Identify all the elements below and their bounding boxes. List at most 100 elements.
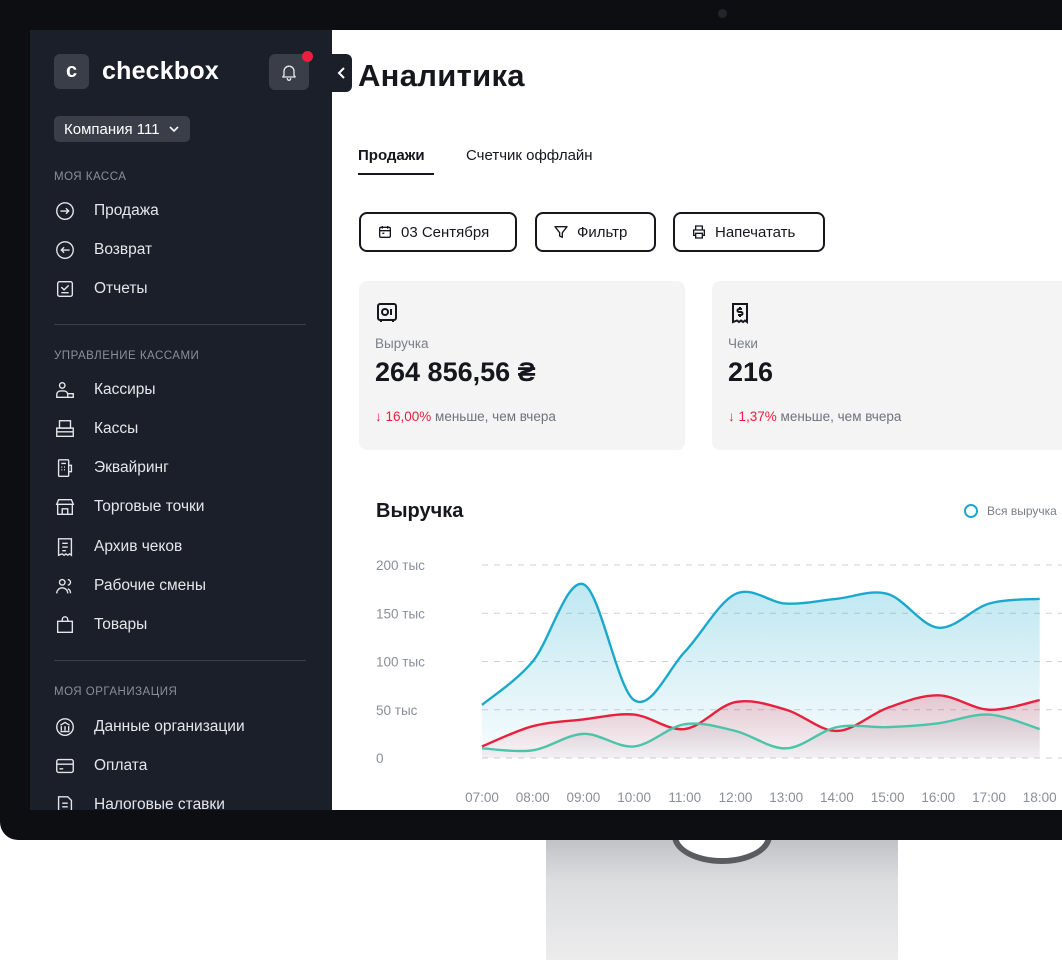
revenue-delta-text: меньше, чем вчера	[431, 409, 556, 424]
notification-badge	[302, 51, 313, 62]
sidebar-item-label: Налоговые ставки	[94, 796, 225, 810]
y-tick-label: 200 тыс	[376, 558, 425, 573]
print-button[interactable]: Напечатать	[673, 212, 825, 252]
sidebar-item-cashiers[interactable]: Кассиры	[54, 377, 156, 403]
y-tick-label: 100 тыс	[376, 655, 425, 670]
revenue-delta: ↓ 16,00% меньше, чем вчера	[375, 409, 556, 424]
revenue-label: Выручка	[375, 336, 429, 351]
sidebar-item-label: Возврат	[94, 241, 153, 258]
webcam	[718, 9, 727, 18]
checks-value: 216	[728, 357, 774, 387]
safe-icon	[375, 301, 399, 330]
chevron-down-icon	[169, 126, 179, 133]
revenue-value: 264 856,56 ₴	[375, 357, 536, 387]
bag-icon	[54, 614, 76, 636]
receipt-icon	[54, 536, 76, 558]
date-label: 03 Сентября	[401, 223, 490, 241]
sidebar-item-label: Эквайринг	[94, 459, 169, 476]
sidebar-item-label: Торговые точки	[94, 498, 205, 515]
sidebar-item-label: Кассы	[94, 420, 139, 437]
sidebar-item-tax[interactable]: Налоговые ставки	[54, 792, 225, 810]
printer-icon	[693, 225, 705, 239]
sidebar-item-org-data[interactable]: Данные организации	[54, 714, 245, 740]
section-title-management: УПРАВЛЕНИЕ КАССАМИ	[54, 350, 200, 362]
cashier-icon	[54, 379, 76, 401]
sidebar-item-return[interactable]: Возврат	[54, 237, 152, 263]
filter-button[interactable]: Фильтр	[535, 212, 656, 252]
sidebar-item-label: Продажа	[94, 202, 159, 219]
section-title-cash: МОЯ КАССА	[54, 171, 127, 183]
sidebar-item-archive[interactable]: Архив чеков	[54, 534, 182, 560]
print-label: Напечатать	[715, 223, 796, 241]
x-tick-label: 13:00	[769, 790, 803, 805]
series-3-line	[481, 713, 1041, 753]
return-icon	[54, 239, 76, 261]
tab-offline-counter[interactable]: Счетчик оффлайн	[466, 147, 593, 164]
page-title: Аналитика	[358, 58, 525, 93]
legend-label: Вся выручка	[987, 504, 1057, 518]
sidebar-item-label: Товары	[94, 616, 148, 633]
sidebar-item-outlets[interactable]: Торговые точки	[54, 494, 204, 520]
x-tick-label: 10:00	[617, 790, 651, 805]
date-picker-button[interactable]: 03 Сентября	[359, 212, 517, 252]
users-icon	[54, 575, 76, 597]
active-tab-indicator	[358, 173, 434, 175]
checks-label: Чеки	[728, 336, 758, 351]
logo-text: checkbox	[102, 57, 219, 85]
checks-delta-text: меньше, чем вчера	[776, 409, 902, 424]
x-tick-label: 17:00	[972, 790, 1006, 805]
x-tick-label: 15:00	[871, 790, 905, 805]
register-icon	[54, 418, 76, 440]
app-window: c checkbox Компания 111 МОЯ КАССА Продаж…	[30, 30, 1062, 810]
main-content: Аналитика Продажи Счетчик оффлайн 03 Сен…	[332, 30, 1062, 810]
bank-icon	[54, 716, 76, 738]
sidebar-divider	[54, 324, 306, 325]
logo-mark: c	[54, 54, 89, 89]
filter-label: Фильтр	[577, 223, 628, 241]
revenue-delta-percent: ↓ 16,00%	[375, 409, 432, 424]
x-tick-label: 18:00	[1023, 790, 1057, 805]
sidebar-item-label: Данные организации	[94, 718, 245, 735]
sidebar-item-sale[interactable]: Продажа	[54, 198, 159, 224]
sidebar-item-payment[interactable]: Оплата	[54, 753, 147, 779]
sidebar-item-label: Кассиры	[94, 381, 156, 398]
x-tick-label: 14:00	[820, 790, 854, 805]
series-3-area	[482, 714, 1040, 758]
sidebar-item-shifts[interactable]: Рабочие смены	[54, 573, 206, 599]
terminal-icon	[54, 457, 76, 479]
company-selector[interactable]: Компания 111	[54, 116, 190, 142]
y-tick-label: 0	[376, 751, 384, 766]
x-tick-label: 12:00	[719, 790, 753, 805]
sidebar-item-reports[interactable]: Отчеты	[54, 276, 148, 302]
sidebar-item-label: Оплата	[94, 757, 148, 774]
series-2-line	[481, 694, 1040, 748]
filter-icon	[554, 226, 568, 238]
x-tick-label: 08:00	[516, 790, 550, 805]
y-tick-label: 50 тыс	[376, 703, 418, 718]
receipt-dollar-icon	[728, 301, 752, 330]
checks-delta: ↓ 1,37% меньше, чем вчера	[728, 409, 901, 424]
reports-icon	[54, 278, 76, 300]
y-tick-label: 150 тыс	[376, 606, 425, 621]
store-icon	[54, 496, 76, 518]
chart-title: Выручка	[376, 500, 464, 522]
credit-card-icon	[54, 755, 76, 777]
tab-sales[interactable]: Продажи	[358, 147, 425, 164]
series-total-line	[481, 582, 1040, 706]
sidebar-divider	[54, 660, 306, 661]
sidebar-item-acquiring[interactable]: Эквайринг	[54, 455, 169, 481]
sidebar-item-registers[interactable]: Кассы	[54, 416, 138, 442]
monitor-bezel: c checkbox Компания 111 МОЯ КАССА Продаж…	[0, 0, 1062, 840]
calendar-icon	[379, 226, 391, 238]
sidebar-item-goods[interactable]: Товары	[54, 612, 147, 638]
chart-legend[interactable]: Вся выручка	[964, 504, 1057, 518]
x-tick-label: 09:00	[567, 790, 601, 805]
collapse-sidebar-button[interactable]	[332, 54, 352, 92]
sidebar-item-label: Отчеты	[94, 280, 148, 297]
x-tick-label: 11:00	[668, 790, 701, 805]
bell-icon	[282, 65, 296, 81]
revenue-chart: 200 тыс 150 тыс 100 тыс 50 тыс 0 07:00 08:00 09…	[376, 558, 1062, 805]
sidebar: c checkbox Компания 111 МОЯ КАССА Продаж…	[30, 30, 332, 810]
sidebar-item-label: Архив чеков	[94, 538, 183, 555]
checks-card: Чеки 216 ↓ 1,37% меньше, чем вчера	[712, 281, 1062, 450]
